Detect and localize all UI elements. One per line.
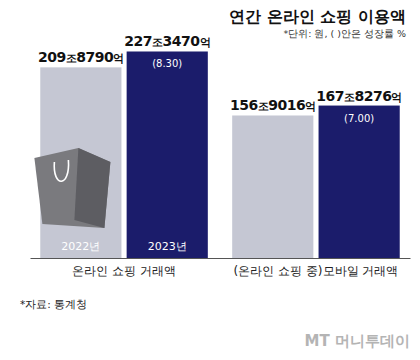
chart: 연간 온라인 쇼핑 이용액 *단위: 원, ( )안은 성장률 % 온라인 쇼핑 거… bbox=[0, 0, 420, 360]
data-label: 227조3470억 bbox=[124, 33, 210, 49]
data-label: 167조8276억 bbox=[316, 88, 402, 104]
watermark: MT 머니투데이 bbox=[305, 332, 410, 350]
source: *자료: 통계청 bbox=[20, 298, 87, 310]
tick: 온라인 쇼핑 거래액 bbox=[72, 258, 176, 278]
data-label: 156조9016억 bbox=[230, 97, 316, 113]
growth-label: (7.00) bbox=[344, 113, 374, 124]
series-label: 2023년 bbox=[148, 240, 187, 253]
subtitle: *단위: 원, ( )안은 성장률 % bbox=[283, 28, 406, 39]
axis-line bbox=[31, 258, 411, 259]
bar bbox=[127, 51, 208, 258]
tick: (온라인 쇼핑 중)모바일 거래액 bbox=[234, 258, 399, 278]
title: 연간 온라인 쇼핑 이용액 bbox=[229, 7, 406, 26]
bag-side bbox=[74, 148, 110, 228]
tick-label: (온라인 쇼핑 중)모바일 거래액 bbox=[234, 264, 399, 278]
tick-label: 온라인 쇼핑 거래액 bbox=[72, 264, 176, 278]
bag-icon bbox=[34, 148, 110, 228]
data-label: 209조8790억 bbox=[38, 49, 124, 65]
bar bbox=[319, 106, 400, 258]
labels: 209조8790억 156조9016억 227조3470억 (8.30) 167조827… bbox=[38, 33, 402, 253]
bag-body bbox=[34, 148, 110, 228]
bar bbox=[232, 115, 313, 258]
series-label: 2022년 bbox=[61, 240, 100, 253]
bag-handle bbox=[54, 160, 68, 181]
x-axis: 온라인 쇼핑 거래액 (온라인 쇼핑 중)모바일 거래액 bbox=[31, 258, 411, 278]
growth-label: (8.30) bbox=[152, 58, 182, 69]
